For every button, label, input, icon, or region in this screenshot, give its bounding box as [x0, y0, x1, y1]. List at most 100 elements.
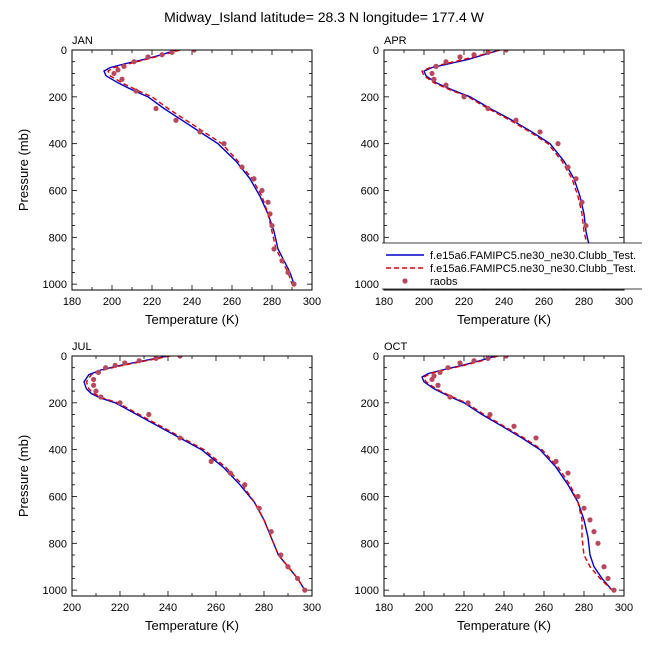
series-line-dashed [107, 50, 293, 285]
raobs-point [145, 54, 151, 60]
raobs-point [259, 187, 265, 194]
raobs-point [271, 246, 277, 252]
raobs-point [302, 587, 308, 593]
x-tick-label: 300 [615, 296, 633, 308]
y-axis-label: Pressure (mb) [16, 129, 31, 211]
y-tick-label: 1000 [355, 279, 379, 291]
raobs-point [581, 505, 587, 511]
x-axis-label: Temperature (K) [145, 618, 239, 633]
x-tick-label: 180 [63, 296, 81, 308]
raobs-point [177, 435, 183, 441]
raobs-point [95, 369, 101, 375]
panel-label: JUL [72, 341, 92, 353]
raobs-point [169, 50, 175, 55]
raobs-point [443, 59, 449, 65]
raobs-point [533, 435, 539, 441]
x-tick-label: 180 [375, 296, 393, 308]
legend-marker-raobs [402, 278, 408, 284]
raobs-point [285, 269, 291, 276]
raobs-point [431, 76, 437, 82]
x-tick-label: 220 [455, 602, 473, 614]
raobs-point [503, 50, 509, 53]
x-tick-label: 280 [263, 296, 281, 308]
plot-frame [383, 49, 625, 291]
raobs-point [435, 382, 441, 388]
raobs-point [173, 117, 179, 123]
raobs-point [471, 358, 477, 364]
y-tick-label: 0 [373, 351, 379, 363]
raobs-point [93, 388, 99, 394]
raobs-point [503, 356, 509, 359]
y-tick-label: 600 [361, 491, 379, 503]
raobs-point [269, 223, 275, 229]
y-tick-label: 600 [361, 185, 379, 197]
raobs-point [611, 587, 617, 593]
plot-frame [71, 49, 313, 291]
x-axis-label: Temperature (K) [457, 618, 551, 633]
plot-area [83, 356, 308, 593]
raobs-point [279, 258, 285, 264]
x-tick-label: 220 [111, 602, 129, 614]
raobs-point [553, 458, 559, 464]
raobs-point [471, 52, 477, 58]
raobs-point [291, 281, 297, 287]
x-tick-label: 260 [223, 296, 241, 308]
raobs-point [457, 360, 463, 366]
raobs-point [112, 362, 118, 368]
raobs-point [601, 564, 607, 570]
x-tick-label: 200 [415, 602, 433, 614]
series-line-dashed [85, 356, 306, 591]
raobs-point [115, 67, 121, 73]
raobs-point [153, 356, 159, 361]
x-tick-label: 280 [255, 602, 273, 614]
raobs-point [117, 400, 123, 406]
raobs-point [591, 529, 597, 535]
raobs-point [485, 356, 491, 361]
raobs-point [565, 470, 571, 476]
y-tick-label: 200 [361, 92, 379, 104]
y-tick-label: 600 [49, 185, 67, 197]
raobs-point [98, 394, 104, 400]
raobs-point [278, 552, 284, 558]
raobs-point [445, 365, 451, 371]
x-axis-label: Temperature (K) [145, 312, 239, 327]
raobs-point [242, 482, 248, 488]
legend-entry-label: f.e15a6.FAMIPC5.ne30_ne30.Clubb_Test. [430, 263, 636, 275]
raobs-point [136, 358, 142, 364]
raobs-point [461, 94, 467, 100]
raobs-point [268, 529, 274, 535]
raobs-point [251, 176, 257, 182]
x-tick-label: 300 [303, 602, 321, 614]
raobs-point [208, 458, 214, 464]
x-tick-label: 180 [375, 602, 393, 614]
chart-panels: JAN 180 200 220 240 260 280 300 0 200 400 600 800 100… [16, 35, 633, 633]
raobs-point [267, 211, 273, 217]
y-tick-label: 200 [49, 92, 67, 104]
raobs-point [239, 164, 245, 170]
raobs-point [111, 70, 117, 77]
raobs-point [443, 82, 449, 88]
panel-label: JAN [72, 35, 93, 47]
x-tick-label: 300 [303, 296, 321, 308]
figure-title: Midway_Island latitude= 28.3 N longitude… [164, 9, 485, 25]
panel-label: APR [384, 35, 407, 47]
raobs-point [485, 105, 491, 112]
raobs-point [256, 505, 262, 511]
plot-area [421, 356, 617, 593]
raobs-point [295, 575, 301, 582]
raobs-point [429, 376, 435, 383]
y-tick-label: 0 [373, 45, 379, 57]
y-tick-label: 400 [361, 445, 379, 457]
raobs-point [565, 164, 571, 170]
x-tick-label: 260 [535, 602, 553, 614]
y-tick-label: 200 [361, 398, 379, 410]
x-tick-label: 240 [183, 296, 201, 308]
y-tick-label: 800 [49, 232, 67, 244]
x-tick-label: 240 [159, 602, 177, 614]
raobs-point [555, 141, 561, 147]
legend-entry-label: f.e15a6.FAMIPC5.ne30_ne30.Clubb_Test. [430, 250, 636, 262]
x-tick-label: 200 [63, 602, 81, 614]
panel-jan: JAN 180 200 220 240 260 280 300 0 200 400 600 800 100… [16, 35, 321, 327]
raobs-point [437, 369, 443, 375]
y-tick-label: 0 [61, 45, 67, 57]
